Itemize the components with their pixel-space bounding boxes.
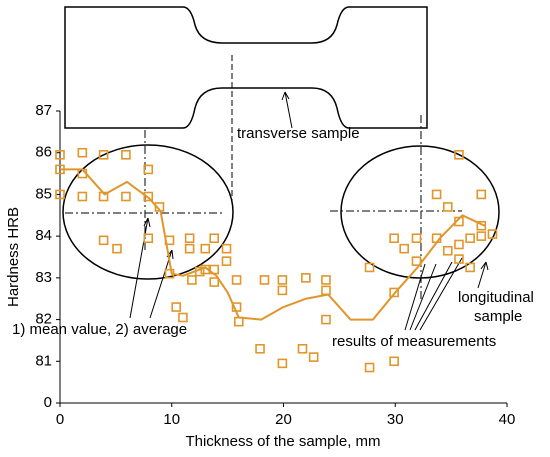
data-point: [98, 235, 109, 246]
y-tick-label: 81: [35, 352, 52, 369]
data-point: [221, 256, 232, 266]
data-point: [454, 254, 464, 264]
data-point: [364, 362, 375, 373]
data-point: [234, 316, 244, 327]
data-point: [221, 243, 232, 254]
data-point: [143, 164, 154, 175]
data-point: [209, 277, 220, 287]
data-point: [321, 314, 331, 325]
x-tick-label: 0: [56, 411, 64, 428]
annotation: 1) mean value, 2) average: [12, 321, 187, 338]
data-point: [55, 189, 65, 200]
annotation: transverse sample: [237, 125, 360, 142]
annotation: sample: [474, 308, 522, 325]
data-point: [143, 191, 154, 202]
data-point: [209, 233, 220, 244]
data-point: [231, 275, 242, 285]
y-axis-title: Hardness HRB: [5, 207, 22, 307]
data-point: [389, 287, 399, 298]
annotation: longitudinal: [458, 289, 534, 306]
x-axis-title: Thickness of the sample, mm: [185, 433, 380, 450]
data-point: [399, 243, 409, 254]
data-point: [321, 275, 331, 285]
y-tick-label: 84: [35, 227, 52, 244]
x-tick-label: 30: [387, 411, 404, 428]
transverse-sample-shape: [64, 6, 428, 129]
x-tick-label: 10: [163, 411, 180, 428]
data-point: [431, 189, 442, 200]
data-point: [184, 243, 195, 254]
data-point: [301, 273, 311, 283]
y-tick-label: 87: [35, 102, 52, 119]
y-tick-label: 0: [44, 394, 52, 411]
data-point: [411, 233, 422, 244]
data-point: [98, 150, 109, 160]
data-point: [277, 275, 288, 285]
data-point: [308, 352, 319, 362]
data-point: [389, 356, 399, 367]
data-point: [277, 358, 288, 369]
data-point: [442, 202, 453, 212]
y-tick-label: 86: [35, 144, 52, 161]
data-point: [454, 150, 464, 160]
data-point: [364, 262, 375, 273]
data-point: [476, 220, 487, 231]
x-tick-label: 20: [275, 411, 292, 428]
data-point: [112, 243, 122, 254]
data-point: [411, 256, 422, 266]
data-point: [178, 312, 188, 323]
y-tick-label: 85: [35, 185, 52, 202]
data-point: [121, 191, 131, 202]
data-point: [255, 343, 265, 354]
data-point: [187, 275, 197, 285]
left-ellipse: [62, 144, 234, 280]
data-point: [442, 245, 453, 256]
data-point: [277, 285, 288, 296]
data-point: [77, 147, 88, 158]
data-point: [143, 233, 154, 244]
x-tick-label: 40: [499, 411, 516, 428]
data-point: [389, 233, 399, 244]
right-ellipse: [340, 145, 500, 279]
annotation: results of measurements: [332, 333, 496, 350]
mean-line: [60, 168, 486, 321]
data-point: [454, 239, 464, 250]
data-point: [55, 150, 65, 160]
data-point: [321, 285, 331, 296]
data-point: [171, 302, 182, 312]
data-point: [77, 191, 88, 202]
data-point: [121, 150, 131, 160]
data-point: [184, 233, 195, 244]
data-point: [487, 229, 498, 239]
y-tick-label: 82: [35, 311, 52, 328]
data-point: [297, 343, 308, 354]
data-point: [476, 189, 487, 200]
data-point: [476, 231, 487, 241]
data-point: [200, 243, 211, 254]
data-point: [465, 262, 475, 273]
data-point: [465, 233, 475, 244]
y-tick-label: 83: [35, 269, 52, 286]
data-point: [259, 275, 270, 285]
